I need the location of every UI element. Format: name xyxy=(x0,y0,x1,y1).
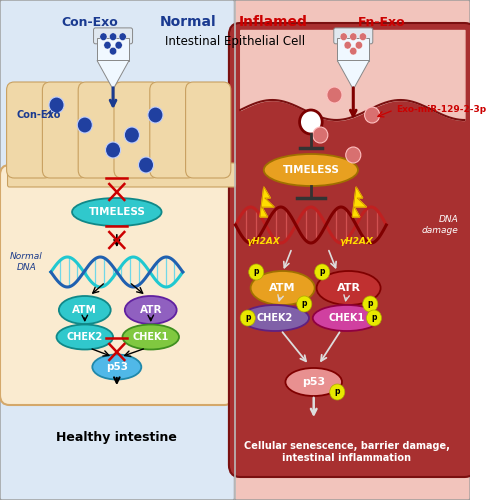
FancyBboxPatch shape xyxy=(229,23,476,477)
Text: p: p xyxy=(319,268,325,276)
Text: CHEK2: CHEK2 xyxy=(67,332,103,342)
FancyBboxPatch shape xyxy=(114,82,159,178)
Circle shape xyxy=(299,110,322,134)
FancyBboxPatch shape xyxy=(6,82,52,178)
Ellipse shape xyxy=(122,324,179,349)
Circle shape xyxy=(249,264,264,280)
FancyBboxPatch shape xyxy=(337,38,369,60)
Ellipse shape xyxy=(125,296,177,324)
Ellipse shape xyxy=(313,305,381,331)
Circle shape xyxy=(350,48,357,55)
Ellipse shape xyxy=(92,354,141,380)
Text: CHEK1: CHEK1 xyxy=(133,332,169,342)
Ellipse shape xyxy=(316,271,381,305)
FancyBboxPatch shape xyxy=(7,163,236,187)
Circle shape xyxy=(109,48,117,55)
Text: p: p xyxy=(301,300,307,308)
Circle shape xyxy=(148,107,163,123)
Text: p53: p53 xyxy=(302,377,325,387)
Text: p: p xyxy=(245,314,250,322)
Text: p: p xyxy=(253,268,259,276)
Text: TIMELESS: TIMELESS xyxy=(282,165,339,175)
Circle shape xyxy=(104,42,111,49)
Ellipse shape xyxy=(56,324,113,349)
Circle shape xyxy=(313,127,328,143)
Circle shape xyxy=(365,107,380,123)
Circle shape xyxy=(105,142,121,158)
Circle shape xyxy=(315,264,330,280)
Circle shape xyxy=(240,310,255,326)
Circle shape xyxy=(350,33,357,40)
Text: TIMELESS: TIMELESS xyxy=(88,207,145,217)
Ellipse shape xyxy=(250,271,315,305)
Text: CHEK1: CHEK1 xyxy=(328,313,365,323)
Text: ATR: ATR xyxy=(336,283,361,293)
Text: ATM: ATM xyxy=(269,283,296,293)
FancyBboxPatch shape xyxy=(93,28,133,44)
Circle shape xyxy=(49,97,64,113)
FancyBboxPatch shape xyxy=(150,82,195,178)
Circle shape xyxy=(346,147,361,163)
Text: DNA
damage: DNA damage xyxy=(422,216,459,234)
Circle shape xyxy=(366,310,382,326)
Circle shape xyxy=(115,42,122,49)
Circle shape xyxy=(340,33,347,40)
Polygon shape xyxy=(337,60,369,90)
Text: Cellular senescence, barrier damage,
intestinal inflammation: Cellular senescence, barrier damage, int… xyxy=(244,441,450,463)
Circle shape xyxy=(330,384,345,400)
FancyBboxPatch shape xyxy=(0,0,235,500)
Ellipse shape xyxy=(59,296,111,324)
FancyBboxPatch shape xyxy=(0,165,234,405)
Text: p: p xyxy=(367,300,373,308)
Text: ATM: ATM xyxy=(72,305,97,315)
Polygon shape xyxy=(352,187,366,217)
FancyBboxPatch shape xyxy=(235,0,470,500)
Text: p: p xyxy=(334,388,340,396)
Text: Healthy intestine: Healthy intestine xyxy=(56,432,177,444)
Polygon shape xyxy=(97,60,129,90)
Text: Con-Exo: Con-Exo xyxy=(17,110,61,120)
Ellipse shape xyxy=(241,305,309,331)
Text: Fn-Exo: Fn-Exo xyxy=(358,16,405,28)
Circle shape xyxy=(359,33,366,40)
Text: γH2AX: γH2AX xyxy=(339,238,373,246)
FancyBboxPatch shape xyxy=(42,82,88,178)
Text: γH2AX: γH2AX xyxy=(247,238,281,246)
Circle shape xyxy=(109,33,117,40)
Ellipse shape xyxy=(285,368,342,396)
Text: p53: p53 xyxy=(106,362,128,372)
Circle shape xyxy=(124,127,139,143)
Circle shape xyxy=(297,296,312,312)
Circle shape xyxy=(77,117,92,133)
Circle shape xyxy=(327,87,342,103)
Polygon shape xyxy=(260,187,274,217)
Text: CHEK2: CHEK2 xyxy=(257,313,293,323)
Text: ATR: ATR xyxy=(140,305,162,315)
Circle shape xyxy=(119,33,126,40)
Ellipse shape xyxy=(72,198,162,226)
FancyBboxPatch shape xyxy=(97,38,129,60)
Text: Normal
DNA: Normal DNA xyxy=(10,252,43,272)
FancyBboxPatch shape xyxy=(78,82,123,178)
Circle shape xyxy=(100,33,107,40)
Text: Exo-miR-129-2-3p: Exo-miR-129-2-3p xyxy=(396,106,486,114)
Circle shape xyxy=(355,42,362,49)
Text: p: p xyxy=(371,314,377,322)
Circle shape xyxy=(344,42,351,49)
FancyBboxPatch shape xyxy=(334,28,373,44)
FancyBboxPatch shape xyxy=(186,82,231,178)
Text: Intestinal Epithelial Cell: Intestinal Epithelial Cell xyxy=(165,36,305,49)
Circle shape xyxy=(139,157,154,173)
Circle shape xyxy=(363,296,378,312)
Text: Inflamed: Inflamed xyxy=(239,15,308,29)
Ellipse shape xyxy=(264,154,358,186)
Text: Con-Exo: Con-Exo xyxy=(61,16,118,28)
Text: Normal: Normal xyxy=(160,15,217,29)
